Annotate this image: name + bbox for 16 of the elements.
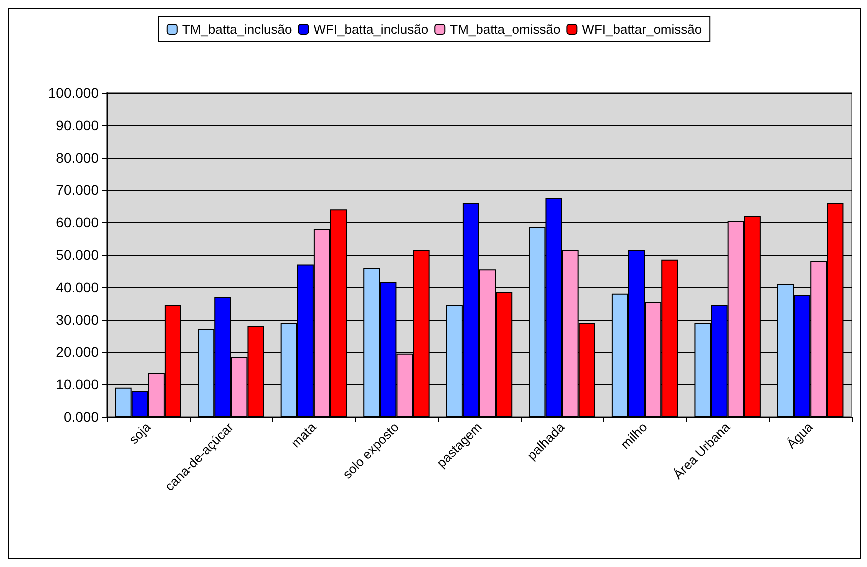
y-tick-label: 90.000 [56,117,100,134]
y-tick-label: 0.000 [64,409,100,425]
y-tick-label: 60.000 [56,214,100,231]
y-tick-label: 10.000 [56,376,100,393]
y-tick-label: 100.000 [48,85,100,101]
y-tick-label: 40.000 [56,279,100,296]
x-tick-label: soja [126,419,154,448]
y-tick-label: 50.000 [56,247,100,263]
y-tick-label: 80.000 [56,150,100,166]
legend-label: WFI_batta_inclusão [314,22,429,37]
legend-label: TM_batta_inclusão [182,22,292,37]
legend-label: WFI_battar_omissão [582,22,702,37]
legend-label: TM_batta_omissão [450,22,561,37]
y-tick-label: 30.000 [56,312,100,328]
y-tick-label: 70.000 [56,182,100,198]
y-tick-label: 20.000 [56,344,100,360]
